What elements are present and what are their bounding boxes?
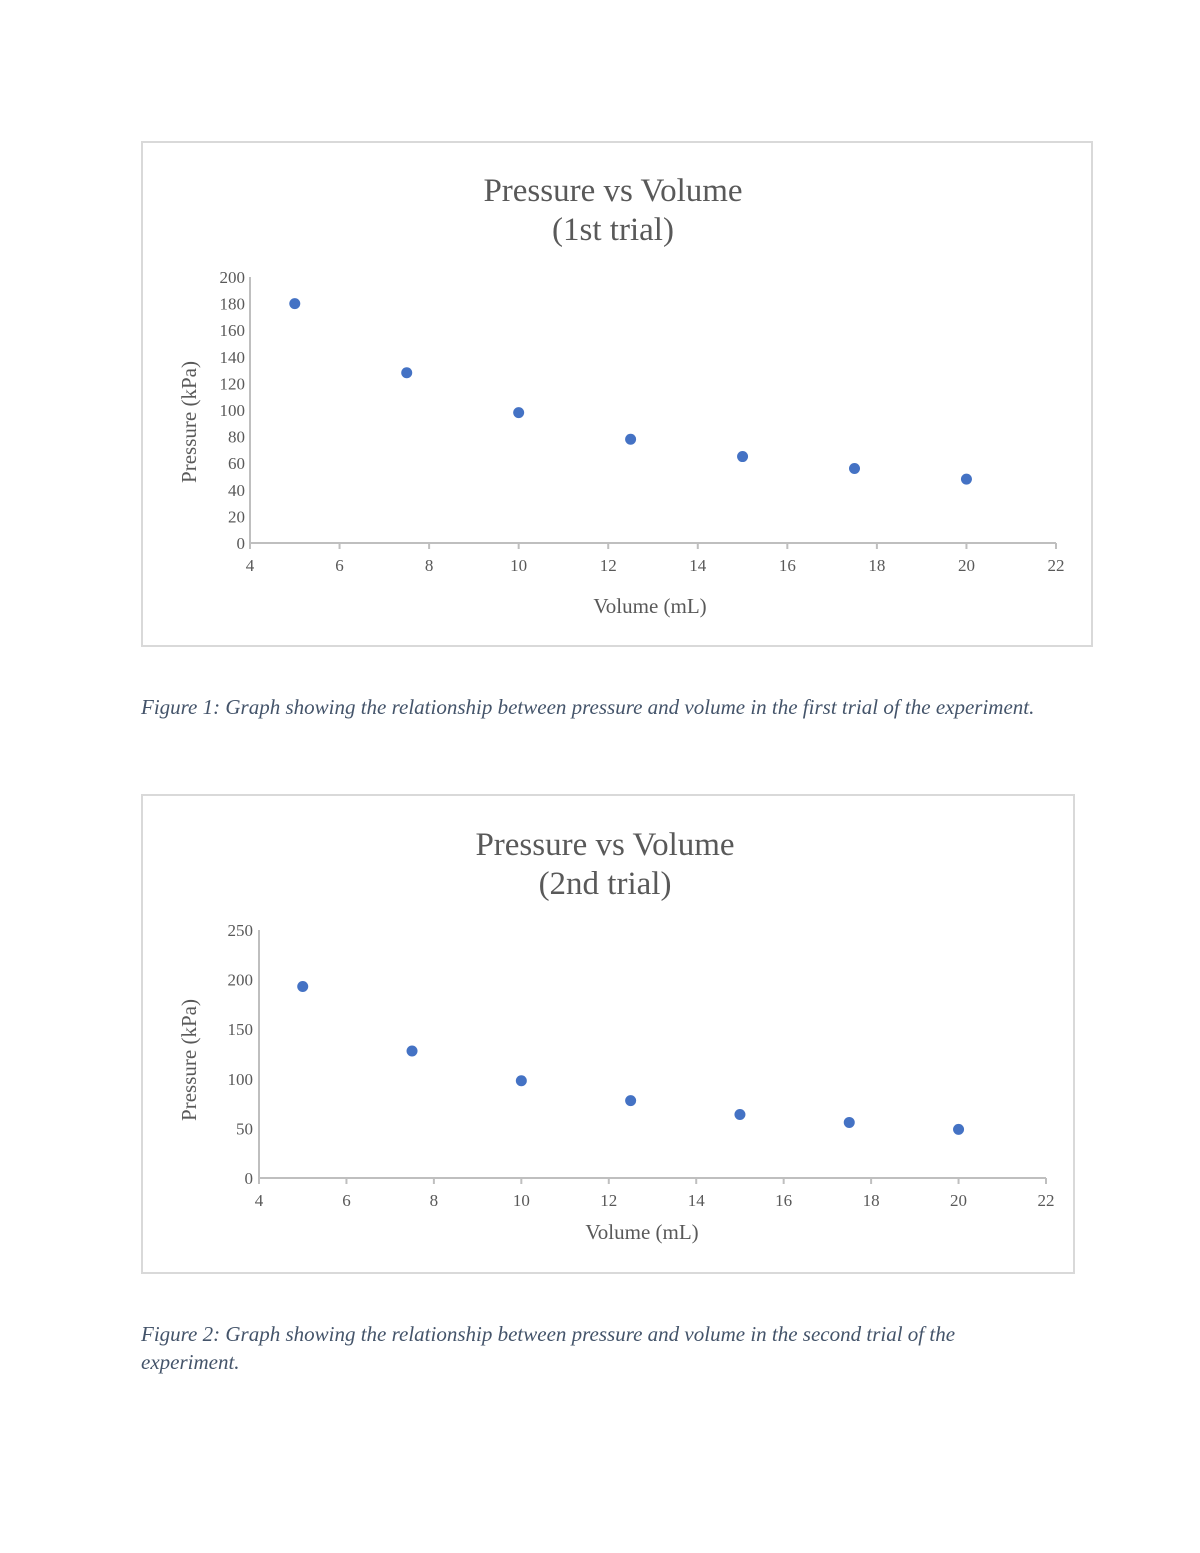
x-tick-label: 18 <box>868 556 885 575</box>
x-tick-label: 4 <box>246 556 255 575</box>
y-tick-label: 40 <box>228 481 245 500</box>
y-tick-label: 20 <box>228 507 245 526</box>
data-point <box>953 1123 965 1135</box>
x-tick-label: 16 <box>775 1191 792 1210</box>
chart-svg: Pressure vs Volume(2nd trial) 4 6 8 10 12 14 16… <box>177 827 1055 1244</box>
y-axis-label: Pressure (kPa) <box>177 361 201 483</box>
y-tick-label: 100 <box>228 1070 254 1089</box>
data-point <box>960 473 972 485</box>
x-tick-label: 14 <box>689 556 707 575</box>
x-tick-label: 20 <box>958 556 975 575</box>
y-tick-label: 50 <box>236 1119 253 1138</box>
x-tick-label: 14 <box>688 1191 706 1210</box>
chart-figure-2: Pressure vs Volume (2nd trial) 4 6 8 10 12 14 16… <box>141 794 1075 1274</box>
data-point <box>625 433 637 445</box>
figure-1-caption: Figure 1: Graph showing the relationship… <box>141 695 1035 719</box>
x-tick-label: 16 <box>779 556 796 575</box>
y-tick-label: 180 <box>220 295 246 314</box>
data-point <box>515 1075 527 1087</box>
y-tick-label: 150 <box>228 1020 254 1039</box>
chart-figure-1: Pressure vs Volume (1st trial) 4 6 8 10 12 14 16… <box>141 141 1093 647</box>
data-point <box>401 367 413 379</box>
x-tick-label: 12 <box>600 556 617 575</box>
chart-title: Pressure vs Volume <box>483 173 742 209</box>
chart-title: Pressure vs Volume <box>475 827 734 863</box>
data-point <box>625 1095 637 1107</box>
data-point <box>734 1109 746 1121</box>
data-point <box>843 1116 855 1128</box>
chart-title: (2nd trial) <box>539 866 672 902</box>
y-tick-label: 60 <box>228 454 245 473</box>
x-axis-label: Volume (mL) <box>585 1220 698 1244</box>
data-point <box>289 298 301 310</box>
x-tick-label: 6 <box>335 556 344 575</box>
data-point <box>297 981 309 993</box>
data-point <box>737 451 749 463</box>
x-axis-label: Volume (mL) <box>593 594 706 618</box>
y-tick-label: 0 <box>237 534 246 553</box>
x-tick-label: 4 <box>255 1191 264 1210</box>
data-point <box>513 407 525 419</box>
x-tick-label: 10 <box>513 1191 530 1210</box>
y-tick-label: 100 <box>220 401 246 420</box>
y-tick-label: 160 <box>220 321 246 340</box>
chart-svg: Pressure vs Volume(1st trial) 4 6 8 10 12 14 16… <box>177 173 1065 618</box>
x-tick-label: 18 <box>863 1191 880 1210</box>
chart-title: (1st trial) <box>552 212 674 248</box>
x-tick-label: 22 <box>1048 556 1065 575</box>
x-tick-label: 12 <box>600 1191 617 1210</box>
y-tick-label: 200 <box>220 268 246 287</box>
figure-2-caption: Figure 2: Graph showing the relationship… <box>141 1322 956 1374</box>
y-tick-label: 250 <box>228 921 254 940</box>
x-tick-label: 22 <box>1038 1191 1055 1210</box>
y-tick-label: 0 <box>245 1169 254 1188</box>
y-tick-label: 120 <box>220 374 246 393</box>
y-tick-label: 140 <box>220 348 246 367</box>
y-tick-label: 200 <box>228 971 254 990</box>
data-point <box>849 463 860 475</box>
x-tick-label: 8 <box>430 1191 439 1210</box>
y-tick-label: 80 <box>228 428 245 447</box>
x-tick-label: 10 <box>510 556 527 575</box>
x-tick-label: 8 <box>425 556 434 575</box>
x-tick-label: 6 <box>342 1191 351 1210</box>
data-point <box>406 1045 418 1057</box>
x-tick-label: 20 <box>950 1191 967 1210</box>
y-axis-label: Pressure (kPa) <box>177 999 201 1121</box>
